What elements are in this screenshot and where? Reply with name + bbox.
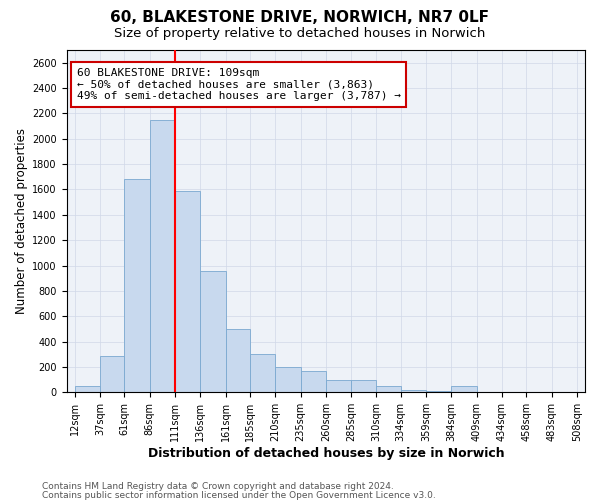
Bar bbox=[401, 390, 426, 392]
Bar bbox=[426, 391, 451, 392]
Bar bbox=[200, 270, 226, 392]
Bar bbox=[301, 371, 326, 392]
Bar bbox=[451, 386, 476, 392]
Bar bbox=[250, 354, 275, 393]
Y-axis label: Number of detached properties: Number of detached properties bbox=[15, 128, 28, 314]
Text: Contains HM Land Registry data © Crown copyright and database right 2024.: Contains HM Land Registry data © Crown c… bbox=[42, 482, 394, 491]
X-axis label: Distribution of detached houses by size in Norwich: Distribution of detached houses by size … bbox=[148, 447, 504, 460]
Bar bbox=[100, 356, 124, 393]
Bar bbox=[124, 180, 149, 392]
Bar bbox=[326, 380, 351, 392]
Bar bbox=[149, 120, 175, 392]
Bar bbox=[75, 386, 100, 392]
Bar bbox=[226, 329, 250, 392]
Bar bbox=[175, 190, 200, 392]
Bar bbox=[376, 386, 401, 392]
Text: Size of property relative to detached houses in Norwich: Size of property relative to detached ho… bbox=[115, 28, 485, 40]
Text: Contains public sector information licensed under the Open Government Licence v3: Contains public sector information licen… bbox=[42, 490, 436, 500]
Bar bbox=[275, 367, 301, 392]
Text: 60, BLAKESTONE DRIVE, NORWICH, NR7 0LF: 60, BLAKESTONE DRIVE, NORWICH, NR7 0LF bbox=[110, 10, 490, 25]
Text: 60 BLAKESTONE DRIVE: 109sqm
← 50% of detached houses are smaller (3,863)
49% of : 60 BLAKESTONE DRIVE: 109sqm ← 50% of det… bbox=[77, 68, 401, 101]
Bar bbox=[351, 380, 376, 392]
